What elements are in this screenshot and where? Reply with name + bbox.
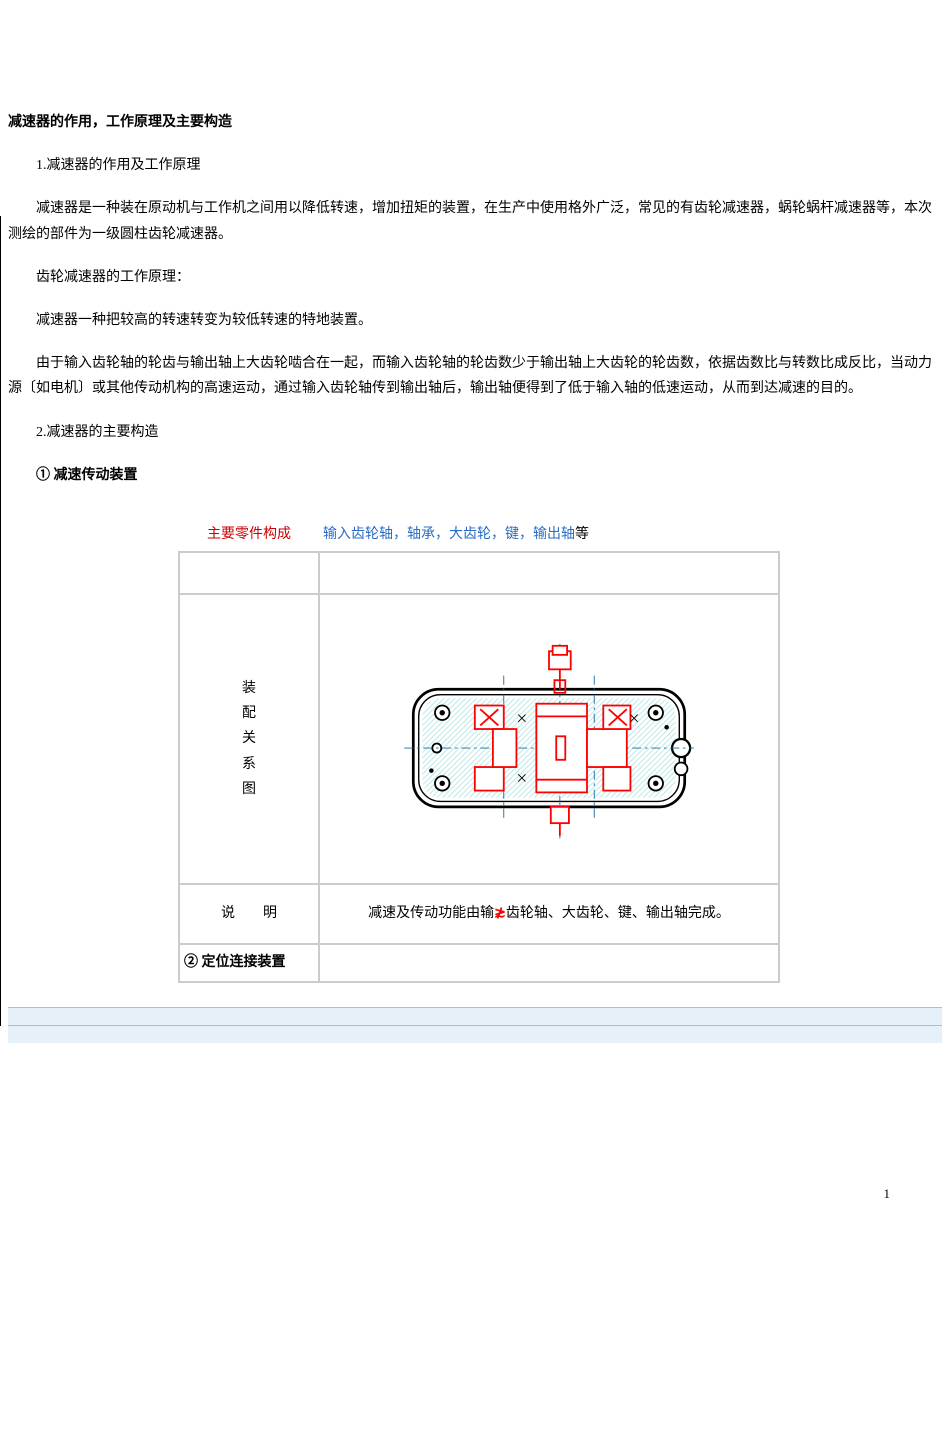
gearbox-diagram-svg — [359, 619, 739, 859]
vchar: 系 — [184, 752, 314, 777]
para-4: 由于输入齿轮轴的轮齿与输出轴上大齿轮啮合在一起，而输入齿轮轴的轮齿数少于输出轴上… — [8, 351, 942, 401]
table-sect2-row: ② 定位连接装置 — [179, 944, 779, 982]
section1-heading: 1.减速器的作用及工作原理 — [8, 153, 942, 178]
header-right-tail: 等 — [575, 527, 589, 542]
desc-label: 说 明 — [179, 884, 319, 944]
vchar: 配 — [184, 701, 314, 726]
sub1-heading: ① 减速传动装置 — [8, 463, 942, 488]
vchar: 关 — [184, 726, 314, 751]
footer-line-1 — [8, 1007, 942, 1025]
section2-heading: 2.减速器的主要构造 — [8, 420, 942, 445]
desc-text: 减速及传动功能由输≵齿轮轴、大齿轮、键、输出轴完成。 — [319, 884, 779, 944]
doc-title: 减速器的作用，工作原理及主要构造 — [8, 110, 942, 135]
assembly-diagram-cell — [319, 594, 779, 884]
document-content: 减速器的作用，工作原理及主要构造 1.减速器的作用及工作原理 减速器是一种装在原… — [0, 110, 950, 1043]
assembly-label-cell: 装 配 关 系 图 — [179, 594, 319, 884]
left-border-line — [0, 216, 1, 1026]
vchar: 装 — [184, 676, 314, 701]
para-3: 减速器一种把较高的转速转变为较低转速的特地装置。 — [8, 308, 942, 333]
assembly-diagram — [324, 599, 774, 879]
overlap-icon: ≵ — [494, 906, 506, 921]
header-right-blue: 输入齿轮轴，轴承，大齿轮，键，输出轴 — [323, 527, 575, 542]
page-number: 1 — [884, 1182, 891, 1205]
structure-table: 主要零件构成 输入齿轮轴，轴承，大齿轮，键，输出轴等 装 配 关 系 图 — [178, 518, 780, 983]
desc-text-a: 减速及传动功能由输 — [368, 906, 494, 921]
para-2: 齿轮减速器的工作原理： — [8, 265, 942, 290]
sect2-right — [319, 944, 779, 982]
table-desc-row: 说 明 减速及传动功能由输≵齿轮轴、大齿轮、键、输出轴完成。 — [179, 884, 779, 944]
footer-line-2 — [8, 1025, 942, 1043]
table-empty-row — [179, 552, 779, 594]
empty-right — [319, 552, 779, 594]
assembly-vertical-label: 装 配 关 系 图 — [184, 676, 314, 802]
footer-band — [8, 1007, 942, 1043]
para-1: 减速器是一种装在原动机与工作机之间用以降低转速，增加扭矩的装置，在生产中使用格外… — [8, 196, 942, 246]
table-assembly-row: 装 配 关 系 图 — [179, 594, 779, 884]
desc-text-b: 齿轮轴、大齿轮、键、输出轴完成。 — [506, 906, 730, 921]
vchar: 图 — [184, 777, 314, 802]
empty-left — [179, 552, 319, 594]
sect2-label: ② 定位连接装置 — [179, 944, 319, 982]
header-right: 输入齿轮轴，轴承，大齿轮，键，输出轴等 — [319, 518, 779, 552]
header-left: 主要零件构成 — [179, 518, 319, 552]
table-header-row: 主要零件构成 输入齿轮轴，轴承，大齿轮，键，输出轴等 — [179, 518, 779, 552]
